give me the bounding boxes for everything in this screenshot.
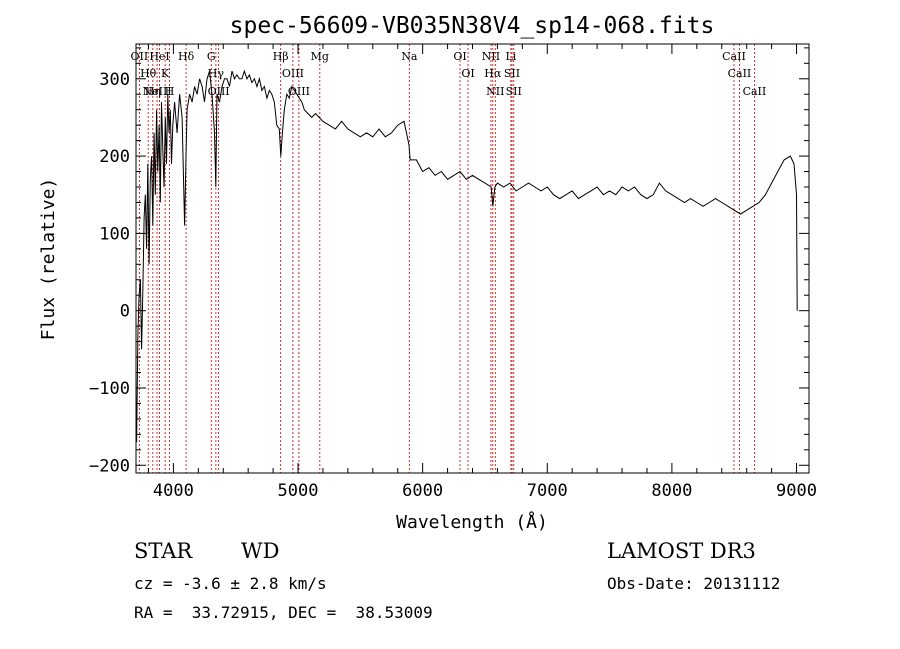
spectral-line-label: SII (506, 85, 522, 98)
flux-series-line (136, 69, 798, 443)
x-tick-label: 7000 (527, 481, 568, 501)
spectral-line-label: CaII (743, 85, 767, 98)
spectral-line-label: HeI (149, 50, 169, 63)
x-tick-label: 6000 (402, 481, 443, 501)
y-tick-label: 0 (120, 302, 130, 322)
spectral-line-label: CaII (722, 50, 746, 63)
spectral-line-label: OI (453, 50, 466, 63)
x-tick-label: 8000 (651, 481, 692, 501)
spectral-line-label: Hβ (273, 50, 289, 63)
spectral-line-label: OII (131, 50, 149, 63)
x-tick-label: 4000 (153, 481, 194, 501)
y-tick-label: 200 (99, 147, 130, 167)
spectral-line-label: Mg (311, 50, 329, 63)
spectral-line-label: Hδ (178, 50, 195, 63)
y-tick-label: 100 (99, 224, 130, 244)
spectral-lines (138, 44, 755, 473)
spectral-line-label: Na (401, 50, 418, 63)
spectral-line-label: Hγ (208, 67, 225, 80)
spectral-line-label: K (161, 67, 170, 80)
spectral-line-label: Hα (484, 67, 502, 80)
spectral-line-label: Hη (145, 85, 161, 98)
y-tick-label: −100 (89, 379, 130, 399)
y-tick-labels: −200 −100 0 100 200 300 (89, 70, 130, 476)
coordinates: RA = 33.72915, DEC = 38.53009 (134, 603, 433, 622)
plot-frame (135, 43, 810, 474)
x-tick-label: 5000 (278, 481, 319, 501)
redshift-cz: cz = -3.6 ± 2.8 km/s (134, 574, 327, 593)
axis-ticks (136, 44, 809, 473)
y-tick-label: 300 (99, 70, 130, 90)
x-tick-label: 9000 (776, 481, 817, 501)
object-subclass: WD (241, 539, 280, 563)
spectral-line-label: OIII (282, 67, 304, 80)
spectral-line-label: Hθ (140, 67, 157, 80)
object-class: STAR (134, 539, 193, 563)
spectral-line-label: NeIII (142, 85, 171, 98)
spectral-line-label: NII (486, 85, 504, 98)
spectral-line-label: SII (504, 67, 520, 80)
spectral-line-label: Li (505, 50, 516, 63)
survey-name: LAMOST DR3 (607, 539, 756, 563)
spectral-line-label: NII (482, 50, 500, 63)
spectral-line-label: CaII (728, 67, 752, 80)
spectral-line-label: OI (461, 67, 474, 80)
spectral-line-label: H (165, 85, 175, 98)
x-axis-label: Wavelength (Å) (396, 511, 548, 533)
chart-title: spec-56609-VB035N38V4_sp14-068.fits (230, 13, 715, 39)
observation-date: Obs-Date: 20131112 (607, 574, 781, 593)
y-axis-label: Flux (relative) (38, 178, 59, 341)
spectral-line-label: G (207, 50, 216, 63)
spectral-line-label: OIII (208, 85, 230, 98)
x-tick-labels: 4000 5000 6000 7000 8000 9000 (153, 481, 817, 501)
y-tick-label: −200 (89, 456, 130, 476)
